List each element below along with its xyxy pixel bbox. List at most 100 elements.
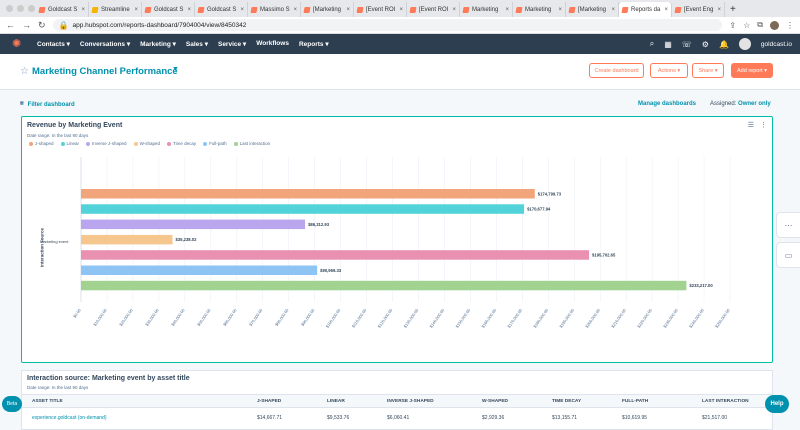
reload-icon[interactable]: ↻ bbox=[38, 19, 46, 30]
share-icon[interactable]: ⇪ bbox=[729, 20, 737, 30]
search-icon[interactable]: ⌕ bbox=[649, 39, 655, 48]
column-header[interactable]: J-SHAPED bbox=[257, 399, 282, 404]
user-avatar[interactable] bbox=[738, 38, 751, 50]
close-tab-icon[interactable]: × bbox=[81, 6, 85, 13]
bar-linear[interactable] bbox=[81, 204, 525, 214]
actions-button[interactable]: Actions ▾ bbox=[650, 63, 688, 78]
nav-menu-service[interactable]: Service ▾ bbox=[218, 40, 246, 48]
browser-menu-icon[interactable]: ⋮ bbox=[786, 20, 794, 30]
browser-tab[interactable]: Marketing × bbox=[513, 2, 566, 17]
legend-item[interactable]: Time decay bbox=[167, 141, 196, 146]
column-header[interactable]: W-SHAPED bbox=[482, 399, 509, 404]
column-header[interactable]: LINEAR bbox=[327, 399, 345, 404]
share-button[interactable]: Share ▾ bbox=[692, 63, 724, 78]
nav-menu-sales[interactable]: Sales ▾ bbox=[186, 40, 208, 48]
calling-icon[interactable]: ☏ bbox=[681, 39, 692, 49]
legend-item[interactable]: W-shaped bbox=[133, 141, 160, 146]
bar-j-shaped[interactable] bbox=[81, 189, 535, 199]
column-header[interactable]: INVERSE J-SHAPED bbox=[387, 399, 434, 404]
feedback-widget[interactable]: ▭ bbox=[776, 242, 800, 268]
x-tick-label: $90,000.00 bbox=[300, 307, 316, 327]
side-panel-toggle[interactable]: ⋯ bbox=[776, 212, 800, 238]
browser-tab[interactable]: [Event ROI × bbox=[407, 2, 460, 17]
browser-tab[interactable]: Goldcast S × bbox=[36, 2, 89, 17]
column-header[interactable]: LAST INTERACTION bbox=[702, 399, 749, 404]
close-tab-icon[interactable]: × bbox=[505, 6, 509, 13]
chevron-down-icon: ▾ bbox=[202, 41, 208, 48]
marketplace-icon[interactable]: ▦ bbox=[664, 39, 672, 49]
nav-menu-workflows[interactable]: Workflows bbox=[256, 40, 289, 48]
close-tab-icon[interactable]: × bbox=[717, 6, 721, 13]
account-name[interactable]: goldcast.io bbox=[760, 40, 792, 48]
legend-item[interactable]: J-shaped bbox=[29, 141, 54, 146]
close-tab-icon[interactable]: × bbox=[399, 6, 403, 13]
forward-icon[interactable]: → bbox=[22, 19, 31, 30]
favorite-star-icon[interactable]: ☆ bbox=[20, 66, 29, 77]
close-tab-icon[interactable]: × bbox=[611, 6, 615, 13]
browser-tab[interactable]: Reports da × bbox=[619, 2, 672, 17]
manage-dashboards-link[interactable]: Manage dashboards bbox=[638, 101, 697, 107]
bar-last-interaction[interactable] bbox=[81, 280, 687, 291]
notifications-bell-icon[interactable]: 🔔 bbox=[718, 39, 729, 49]
window-controls[interactable] bbox=[6, 5, 35, 12]
close-tab-icon[interactable]: × bbox=[293, 6, 297, 13]
column-header[interactable]: ASSET TITLE bbox=[32, 399, 63, 404]
profile-avatar[interactable] bbox=[770, 20, 779, 30]
create-dashboard-button[interactable]: Create dashboard bbox=[589, 63, 644, 78]
value-cell: $13,155.71 bbox=[552, 415, 578, 421]
filter-dashboard-link[interactable]: ⩸ Filter dashboard bbox=[20, 101, 75, 108]
close-tab-icon[interactable]: × bbox=[558, 6, 562, 13]
bar-time-decay[interactable] bbox=[81, 250, 590, 260]
url-field[interactable]: 🔒 app.hubspot.com/reports-dashboard/7904… bbox=[52, 19, 723, 31]
browser-tab[interactable]: Goldcast S × bbox=[195, 2, 248, 17]
browser-tab[interactable]: Streamline × bbox=[89, 2, 142, 17]
browser-tab[interactable]: Massimo S × bbox=[248, 2, 301, 17]
browser-tab[interactable]: [Event ROI × bbox=[354, 2, 407, 17]
bar-w-shaped[interactable] bbox=[81, 234, 173, 245]
nav-menu-conversations[interactable]: Conversations ▾ bbox=[80, 40, 130, 48]
tab-label: Marketing bbox=[472, 6, 499, 13]
close-tab-icon[interactable]: × bbox=[240, 6, 244, 13]
browser-tab[interactable]: Goldcast S × bbox=[142, 2, 195, 17]
hubspot-logo-icon[interactable]: ✺ bbox=[12, 38, 22, 50]
column-header[interactable]: FULL-PATH bbox=[622, 399, 649, 404]
bar-full-path[interactable] bbox=[81, 265, 318, 276]
beta-button[interactable]: Beta bbox=[2, 396, 22, 412]
revenue-chart-card[interactable]: Revenue by Marketing Event Date range: I… bbox=[21, 116, 773, 363]
help-button[interactable]: Help bbox=[765, 395, 789, 413]
settings-gear-icon[interactable]: ⚙ bbox=[701, 39, 709, 49]
new-tab-button[interactable]: + bbox=[730, 4, 736, 15]
browser-tab[interactable]: [Event Eng × bbox=[672, 2, 725, 17]
chart-settings-icon[interactable]: ☰ bbox=[747, 122, 754, 129]
browser-tab[interactable]: [Marketing × bbox=[566, 2, 619, 17]
dashboard-title[interactable]: Marketing Channel Performance bbox=[32, 66, 178, 77]
legend-item[interactable]: Linear bbox=[60, 141, 79, 146]
close-tab-icon[interactable]: × bbox=[134, 6, 138, 13]
back-icon[interactable]: ← bbox=[6, 19, 15, 30]
bar-inverse-j-shaped[interactable] bbox=[81, 219, 306, 230]
assigned-filter[interactable]: Assigned: Owner only bbox=[710, 101, 771, 107]
nav-menu-label: Reports bbox=[298, 41, 324, 48]
x-tick-label: $100,000.00 bbox=[325, 307, 342, 329]
browser-tab[interactable]: [Marketing × bbox=[301, 2, 354, 17]
extensions-icon[interactable]: ⧉ bbox=[757, 20, 763, 29]
more-options-icon[interactable]: ⋮ bbox=[760, 122, 767, 129]
close-tab-icon[interactable]: × bbox=[452, 6, 456, 13]
chevron-down-icon[interactable]: ▼ bbox=[172, 66, 179, 73]
close-tab-icon[interactable]: × bbox=[664, 6, 668, 13]
legend-label: Last interaction bbox=[239, 141, 271, 146]
chart-date-range: Date range: In the last 90 days bbox=[27, 133, 89, 138]
close-tab-icon[interactable]: × bbox=[187, 6, 191, 13]
nav-menu-marketing[interactable]: Marketing ▾ bbox=[140, 40, 176, 48]
add-report-button[interactable]: Add report ▾ bbox=[731, 63, 773, 78]
nav-menu-contacts[interactable]: Contacts ▾ bbox=[37, 40, 70, 48]
legend-item[interactable]: Inverse J-shaped bbox=[86, 141, 127, 146]
legend-item[interactable]: Full-path bbox=[203, 141, 227, 146]
legend-item[interactable]: Last interaction bbox=[233, 141, 271, 146]
bookmark-star-icon[interactable]: ☆ bbox=[743, 20, 751, 30]
close-tab-icon[interactable]: × bbox=[346, 6, 350, 13]
browser-tab[interactable]: Marketing × bbox=[460, 2, 513, 17]
column-header[interactable]: TIME DECAY bbox=[552, 399, 582, 404]
asset-title-cell[interactable]: experience.goldcast (on-demand) bbox=[32, 415, 107, 421]
nav-menu-reports[interactable]: Reports ▾ bbox=[299, 40, 329, 48]
